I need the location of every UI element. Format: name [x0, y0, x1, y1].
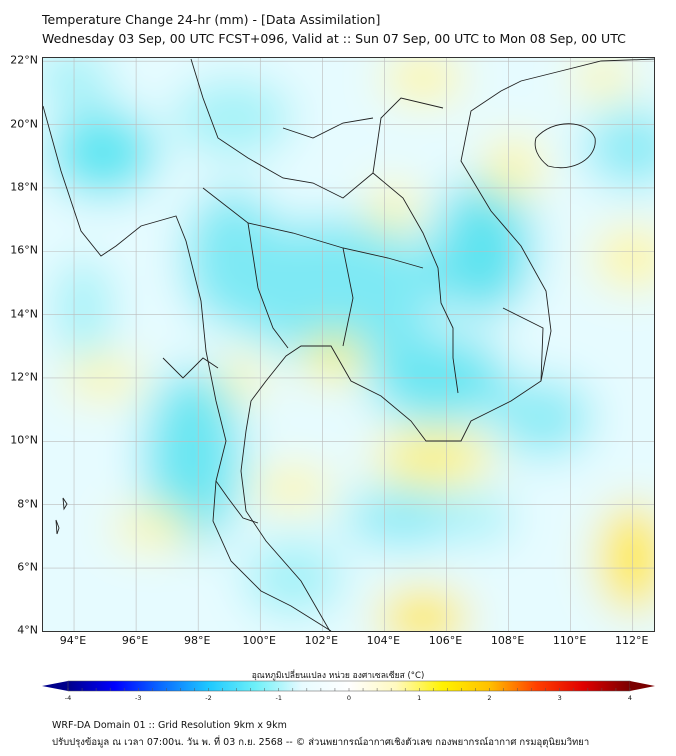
map-title: Temperature Change 24-hr (mm) - [Data As…	[42, 12, 381, 27]
temperature-change-map	[42, 57, 655, 632]
latitude-label: 4°N	[17, 623, 38, 637]
colorbar	[42, 680, 655, 692]
temperature-field	[43, 58, 654, 631]
colorbar-tick-label: 2	[487, 694, 492, 702]
longitude-label: 100°E	[242, 634, 276, 647]
colorbar-tick-label: 4	[627, 694, 633, 702]
longitude-label: 108°E	[490, 634, 525, 647]
footer-model-info: WRF-DA Domain 01 :: Grid Resolution 9km …	[52, 720, 287, 731]
map-canvas	[43, 58, 654, 631]
colorbar-tick-label: 1	[417, 694, 422, 702]
colorbar-title: อุณหภูมิเปลี่ยนแปลง หน่วย องศาเซลเซียส (…	[251, 671, 425, 681]
latitude-label: 20°N	[10, 117, 38, 131]
graticule	[43, 58, 654, 631]
latitude-label: 8°N	[17, 497, 38, 511]
longitude-label: 106°E	[428, 634, 463, 647]
latitude-label: 14°N	[10, 307, 38, 321]
colorbar-tick-label: -4	[64, 694, 72, 702]
longitude-label: 102°E	[304, 634, 339, 647]
colorbar-tick-label: -3	[135, 694, 142, 702]
map-subtitle: Wednesday 03 Sep, 00 UTC FCST+096, Valid…	[42, 31, 626, 46]
longitude-label: 112°E	[614, 634, 649, 647]
latitude-label: 18°N	[10, 180, 38, 194]
latitude-label: 10°N	[10, 433, 38, 447]
colorbar-tick-label: -2	[205, 694, 212, 702]
colorbar-tick-label: 3	[557, 694, 562, 702]
colorbar-max-extend	[630, 681, 655, 691]
colorbar-min-extend	[42, 681, 68, 691]
latitude-label: 16°N	[10, 243, 38, 257]
colorbar-tick-label: 0	[346, 694, 352, 702]
longitude-label: 98°E	[183, 634, 211, 647]
longitude-label: 94°E	[59, 634, 87, 647]
longitude-label: 104°E	[366, 634, 401, 647]
longitude-label: 110°E	[552, 634, 587, 647]
latitude-label: 12°N	[10, 370, 38, 384]
footer-update-credit: ปรับปรุงข้อมูล ณ เวลา 07:00น. วัน พ. ที่…	[52, 737, 590, 748]
colorbar-tick-label: -1	[275, 694, 282, 702]
longitude-label: 96°E	[121, 634, 149, 647]
latitude-label: 22°N	[10, 53, 38, 67]
latitude-label: 6°N	[17, 560, 38, 574]
coastlines	[43, 58, 654, 631]
